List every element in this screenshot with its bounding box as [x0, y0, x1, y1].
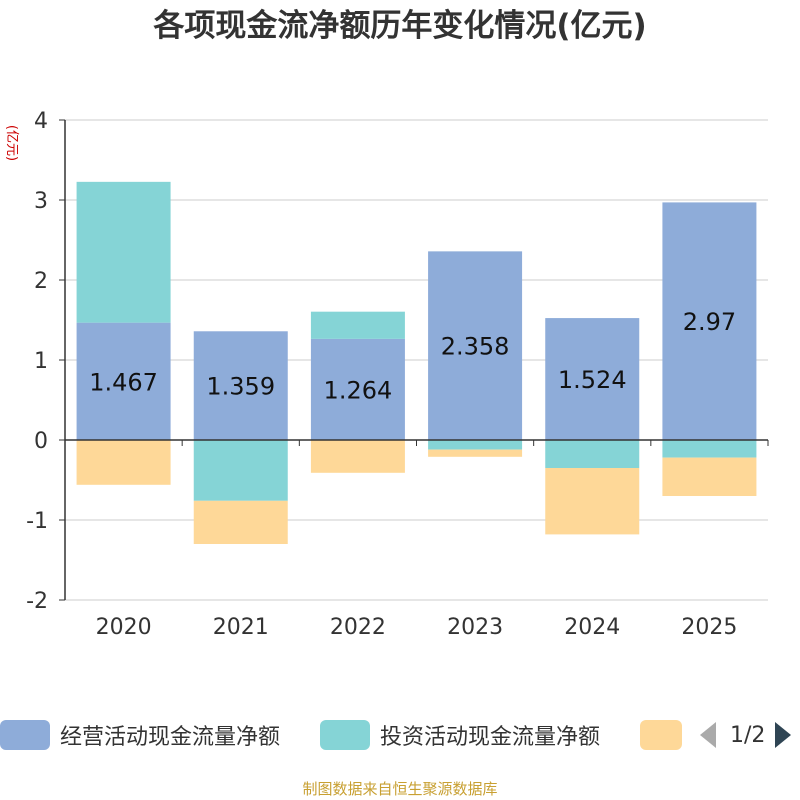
- y-tick-label: 3: [34, 189, 48, 214]
- data-label: 1.359: [206, 373, 275, 401]
- bar-2-2020: [76, 440, 171, 485]
- source-note: 制图数据来自恒生聚源数据库: [302, 780, 498, 798]
- bar-1-2022: [310, 311, 405, 339]
- legend-item-financing[interactable]: [640, 718, 682, 752]
- bar-1-2025: [662, 440, 757, 458]
- data-label: 2.358: [441, 333, 510, 361]
- bar-0-2023: [428, 251, 523, 440]
- bar-2-2025: [662, 457, 757, 496]
- y-tick-label: 2: [34, 269, 48, 294]
- y-tick-label: -2: [26, 589, 48, 614]
- data-label: 1.264: [324, 376, 393, 404]
- x-tick-label: 2023: [447, 615, 503, 640]
- legend-swatch-investing: [320, 720, 370, 750]
- gridlines: [65, 119, 768, 601]
- data-labels: 1.467 1.359 1.264 2.358 1.524 2.97: [89, 308, 736, 404]
- data-label: 2.97: [683, 308, 736, 336]
- legend-swatch-operating: [0, 720, 50, 750]
- bar-1-2020: [76, 181, 171, 323]
- axes: -2 -1 0 1 2 3 4 2020 2021 2022 2023 2024 2025 (亿元): [4, 109, 769, 640]
- pager-page-indicator: 1/2: [730, 722, 766, 748]
- chart-title: 各项现金流净额历年变化情况(亿元): [153, 8, 647, 44]
- pager-next-icon[interactable]: [775, 722, 792, 748]
- legend-pager: 1/2: [700, 718, 800, 752]
- y-tick-label: 0: [34, 429, 48, 454]
- pager-prev-icon[interactable]: [700, 722, 716, 748]
- bar-0-2021: [193, 331, 288, 440]
- bar-2-2021: [193, 500, 288, 544]
- bar-0-2020: [76, 322, 171, 440]
- y-tick-label: 4: [34, 109, 48, 134]
- data-label: 1.467: [89, 368, 158, 396]
- bar-2-2023: [428, 449, 523, 457]
- bar-0-2022: [310, 338, 405, 440]
- y-tick-label: 1: [34, 349, 48, 374]
- bars: [76, 181, 757, 544]
- legend-swatch-financing: [640, 720, 682, 750]
- x-tick-label: 2025: [681, 615, 737, 640]
- x-tick-label: 2020: [96, 615, 152, 640]
- x-tick-label: 2024: [564, 615, 620, 640]
- bar-1-2021: [193, 440, 288, 501]
- legend-item-investing[interactable]: 投资活动现金流量净额: [320, 718, 600, 752]
- y-tick-label: -1: [26, 509, 48, 534]
- legend-item-operating[interactable]: 经营活动现金流量净额: [0, 718, 280, 752]
- bar-1-2023: [428, 440, 523, 450]
- data-label: 1.524: [558, 366, 627, 394]
- y-axis-label: (亿元): [4, 125, 19, 161]
- bar-2-2022: [310, 440, 405, 473]
- legend-label-operating: 经营活动现金流量净额: [60, 725, 281, 750]
- x-tick-label: 2021: [213, 615, 269, 640]
- bar-0-2024: [545, 318, 640, 440]
- bar-1-2024: [545, 440, 640, 468]
- bar-0-2025: [662, 202, 757, 440]
- legend-label-investing: 投资活动现金流量净额: [380, 725, 601, 750]
- bar-2-2024: [545, 468, 640, 535]
- x-tick-label: 2022: [330, 615, 386, 640]
